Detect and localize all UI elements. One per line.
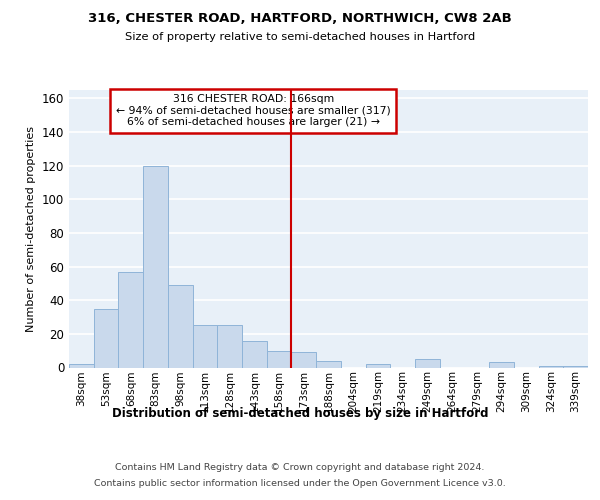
Bar xyxy=(217,326,242,368)
Bar xyxy=(539,366,563,368)
Bar xyxy=(489,362,514,368)
Bar xyxy=(242,340,267,367)
Bar xyxy=(94,308,118,368)
Bar xyxy=(415,359,440,368)
Bar xyxy=(143,166,168,368)
Text: Contains public sector information licensed under the Open Government Licence v3: Contains public sector information licen… xyxy=(94,479,506,488)
Text: Distribution of semi-detached houses by size in Hartford: Distribution of semi-detached houses by … xyxy=(112,408,488,420)
Bar xyxy=(292,352,316,368)
Text: 316, CHESTER ROAD, HARTFORD, NORTHWICH, CW8 2AB: 316, CHESTER ROAD, HARTFORD, NORTHWICH, … xyxy=(88,12,512,26)
Bar xyxy=(193,326,217,368)
Bar xyxy=(118,272,143,368)
Bar xyxy=(267,350,292,368)
Bar xyxy=(69,364,94,368)
Bar xyxy=(365,364,390,368)
Text: Contains HM Land Registry data © Crown copyright and database right 2024.: Contains HM Land Registry data © Crown c… xyxy=(115,462,485,471)
Bar xyxy=(168,285,193,368)
Text: 316 CHESTER ROAD: 166sqm
← 94% of semi-detached houses are smaller (317)
6% of s: 316 CHESTER ROAD: 166sqm ← 94% of semi-d… xyxy=(116,94,391,128)
Y-axis label: Number of semi-detached properties: Number of semi-detached properties xyxy=(26,126,36,332)
Text: Size of property relative to semi-detached houses in Hartford: Size of property relative to semi-detach… xyxy=(125,32,475,42)
Bar xyxy=(316,361,341,368)
Bar xyxy=(563,366,588,368)
